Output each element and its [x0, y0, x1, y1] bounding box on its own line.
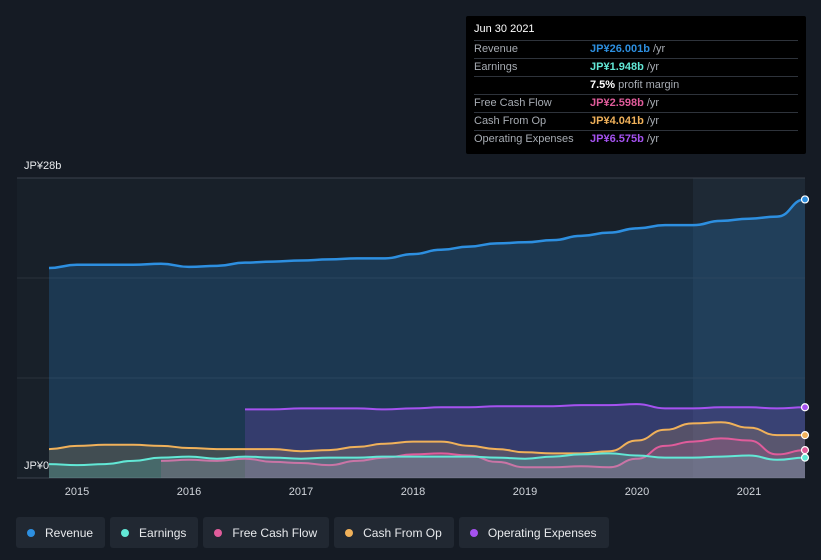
earnings-area: [49, 453, 805, 478]
legend: Revenue Earnings Free Cash Flow Cash Fro…: [16, 517, 609, 548]
x-tick-label: 2021: [737, 486, 761, 498]
legend-dot-icon: [27, 528, 35, 537]
operating-expenses-end-point: [800, 403, 810, 412]
legend-item-revenue[interactable]: Revenue: [16, 517, 106, 548]
tooltip-unit: /yr: [646, 61, 660, 73]
revenue-line: [48, 198, 806, 270]
free-cash-flow-area: [161, 438, 805, 478]
cash-from-op-line: [48, 421, 805, 455]
earnings-line: [48, 452, 806, 467]
tooltip-unit: /yr: [646, 133, 660, 145]
operating-expenses-area: [245, 404, 805, 478]
free-cash-flow-line: [160, 437, 806, 469]
y-tick-label-top: JP¥28b: [24, 160, 62, 172]
x-tick-label: 2015: [65, 486, 89, 498]
tooltip-unit: /yr: [646, 115, 660, 127]
cash-from-op-end-point: [800, 431, 810, 440]
tooltip-row-operating-expenses: Operating Expenses JP¥6.575b /yr: [474, 131, 798, 148]
chart-area: 2015 2016 2017 2018 2019 2020 2021 JP¥28b JP¥0: [17, 160, 810, 498]
chart-svg: 2015 2016 2017 2018 2019 2020 2021: [17, 177, 810, 498]
tooltip: Jun 30 2021 Revenue JP¥26.001b /yr Earni…: [466, 16, 806, 154]
legend-dot-icon: [214, 528, 223, 537]
tooltip-row-free-cash-flow: Free Cash Flow JP¥2.598b /yr: [474, 95, 798, 113]
tooltip-value: JP¥26.001b: [590, 43, 650, 55]
tooltip-label: Earnings: [474, 61, 518, 73]
cash-from-op-area: [49, 422, 805, 478]
legend-dot-icon: [469, 528, 478, 537]
tooltip-date: Jun 30 2021: [474, 23, 798, 41]
tooltip-value: JP¥4.041b: [590, 115, 644, 127]
tooltip-row-cash-from-op: Cash From Op JP¥4.041b /yr: [474, 113, 798, 131]
x-tick-label: 2018: [401, 486, 425, 498]
tooltip-unit: profit margin: [618, 79, 680, 91]
tooltip-label: [474, 77, 590, 94]
tooltip-row-revenue: Revenue JP¥26.001b /yr: [474, 41, 798, 59]
legend-label: Revenue: [45, 525, 94, 540]
x-tick-label: 2019: [513, 486, 537, 498]
tooltip-value: JP¥2.598b: [590, 97, 644, 109]
legend-label: Cash From Op: [363, 525, 442, 540]
operating-expenses-line: [245, 403, 806, 411]
tooltip-label: Revenue: [474, 43, 519, 55]
tooltip-value: JP¥1.948b: [590, 61, 644, 73]
x-tick-label: 2016: [177, 486, 201, 498]
revenue-area: [49, 199, 805, 478]
revenue-end-point: [800, 195, 810, 204]
legend-item-cash-from-op[interactable]: Cash From Op: [334, 517, 454, 548]
legend-label: Operating Expenses: [487, 525, 597, 540]
legend-item-earnings[interactable]: Earnings: [110, 517, 199, 548]
tooltip-value: JP¥6.575b: [590, 133, 644, 145]
free-cash-flow-end-point: [800, 446, 810, 455]
tooltip-row-earnings: Earnings JP¥1.948b /yr: [474, 59, 798, 77]
legend-dot-icon: [345, 528, 354, 537]
tooltip-label: Cash From Op: [474, 115, 547, 127]
legend-dot-icon: [121, 528, 130, 537]
tooltip-value: 7.5%: [590, 79, 616, 91]
tooltip-label: Free Cash Flow: [474, 97, 552, 109]
legend-label: Free Cash Flow: [232, 525, 318, 540]
earnings-end-point: [800, 453, 810, 462]
tooltip-unit: /yr: [652, 43, 666, 55]
tooltip-row-profit-margin: 7.5% profit margin: [474, 77, 798, 95]
legend-item-free-cash-flow[interactable]: Free Cash Flow: [203, 517, 330, 548]
x-tick-label: 2020: [625, 486, 649, 498]
legend-item-operating-expenses[interactable]: Operating Expenses: [458, 517, 609, 548]
tooltip-unit: /yr: [646, 97, 660, 109]
legend-label: Earnings: [139, 525, 187, 540]
y-tick-label-zero: JP¥0: [24, 460, 50, 472]
x-tick-label: 2017: [289, 486, 313, 498]
tooltip-label: Operating Expenses: [474, 133, 574, 145]
